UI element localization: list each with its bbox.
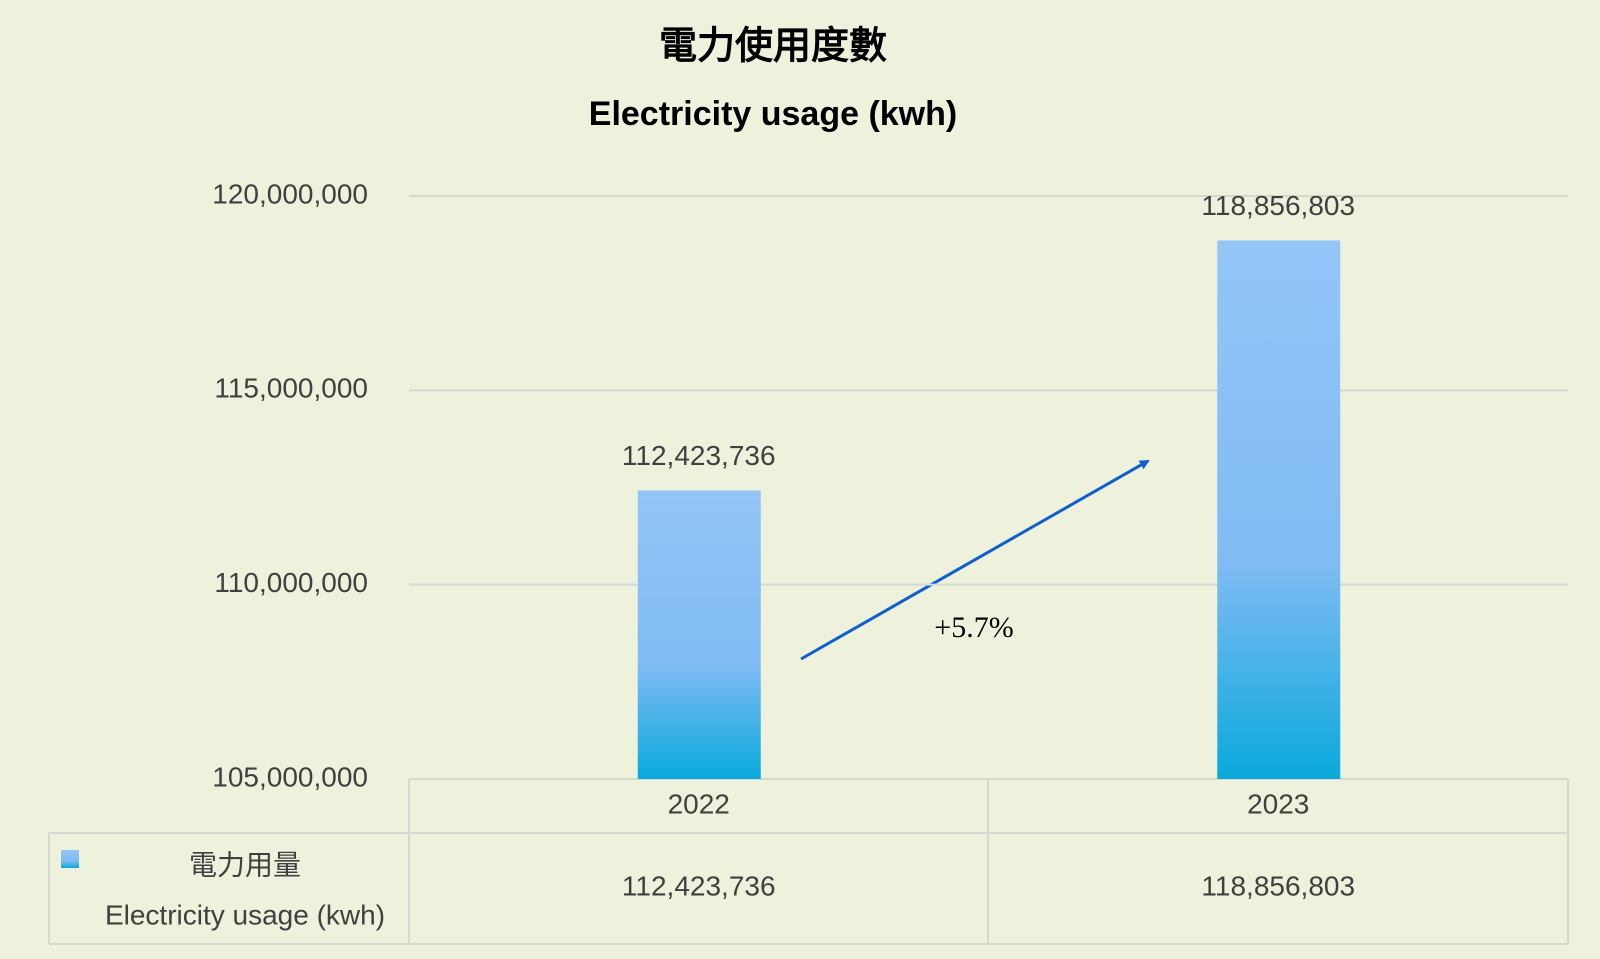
chart-subtitle: Electricity usage (kwh) <box>589 95 957 133</box>
annotation: +5.7% <box>934 611 1013 644</box>
data-label: 118,856,803 <box>1201 190 1355 221</box>
data-label: 112,423,736 <box>622 440 776 471</box>
growth-arrow <box>800 459 1150 661</box>
legend-swatch <box>61 850 79 868</box>
x-tick-label: 2023 <box>1247 788 1309 819</box>
y-tick-label: 110,000,000 <box>214 567 368 598</box>
y-tick-label: 105,000,000 <box>212 761 368 792</box>
table-cell: 112,423,736 <box>622 870 776 901</box>
legend-label: 電力用量 <box>189 849 301 880</box>
bar <box>637 490 761 779</box>
chart-title: 電力使用度數 <box>659 24 887 68</box>
x-tick-label: 2022 <box>668 788 730 819</box>
y-tick-label: 120,000,000 <box>212 178 368 209</box>
y-tick-label: 115,000,000 <box>214 373 368 404</box>
legend-label: Electricity usage (kwh) <box>105 899 385 930</box>
bar <box>1217 240 1341 779</box>
table-cell: 118,856,803 <box>1201 870 1355 901</box>
